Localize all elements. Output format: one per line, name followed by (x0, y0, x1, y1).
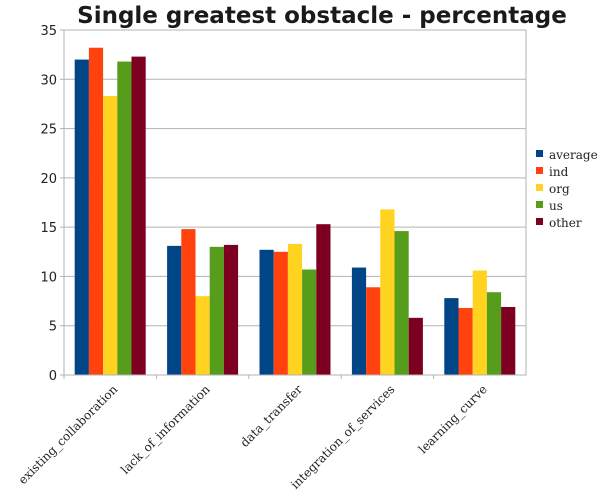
bar-ind-learning_curve (458, 307, 473, 375)
bar-average-integration_of_services (351, 267, 367, 375)
y-tick-label: 20 (40, 172, 57, 187)
bar-org-integration_of_services (380, 209, 395, 375)
x-tick-label: integration_of_services (288, 382, 398, 492)
bar-other-integration_of_services (408, 317, 423, 375)
legend-label-ind: ind (549, 165, 569, 179)
bar-average-data_transfer (259, 249, 274, 375)
legend-label-average: average (549, 148, 598, 162)
bar-other-data_transfer (316, 224, 331, 375)
chart-title: Single greatest obstacle - percentage (77, 3, 567, 29)
bar-org-existing_collaboration (103, 96, 118, 376)
bar-ind-lack_of_information (181, 229, 196, 375)
y-tick-label: 0 (49, 369, 57, 384)
x-tick-label: data_transfer (237, 382, 305, 450)
y-tick-label: 25 (40, 123, 57, 138)
plot-frame (63, 29, 527, 376)
bar-ind-data_transfer (273, 251, 288, 375)
bar-ind-existing_collaboration (88, 47, 104, 375)
legend-swatch-us (536, 201, 543, 208)
legend-label-org: org (549, 182, 570, 196)
y-tick-labels: 0 5 10 15 20 25 30 35 (40, 24, 64, 384)
bar-us-lack_of_information (209, 246, 224, 375)
bar-us-existing_collaboration (117, 61, 132, 376)
bars (74, 47, 516, 376)
y-tick-label: 10 (40, 270, 57, 285)
x-tick-label: existing_collaboration (16, 382, 121, 487)
bar-us-learning_curve (486, 292, 502, 375)
legend: average ind org us other (536, 148, 598, 230)
x-tick-label: learning_curve (416, 382, 490, 456)
legend-swatch-ind (536, 167, 543, 174)
y-tick-label: 5 (49, 320, 57, 335)
bar-average-learning_curve (444, 298, 459, 375)
bar-org-lack_of_information (195, 296, 210, 375)
y-tick-label: 35 (40, 24, 57, 39)
axes (63, 29, 527, 376)
bar-other-learning_curve (501, 306, 516, 375)
legend-label-other: other (549, 216, 582, 230)
x-tick-labels: existing_collaborationlack_of_informatio… (16, 375, 490, 492)
bar-org-data_transfer (287, 243, 303, 375)
bar-other-existing_collaboration (131, 56, 146, 375)
legend-swatch-average (536, 150, 543, 157)
bar-other-lack_of_information (223, 244, 239, 375)
legend-label-us: us (549, 199, 563, 213)
bar-us-data_transfer (302, 269, 317, 375)
y-tick-label: 15 (40, 221, 57, 236)
legend-swatch-other (536, 218, 543, 225)
bar-ind-integration_of_services (366, 287, 381, 375)
bar-average-lack_of_information (167, 245, 182, 375)
legend-swatch-org (536, 184, 543, 191)
y-tick-label: 30 (40, 73, 57, 88)
bar-us-integration_of_services (394, 231, 409, 375)
bar-average-existing_collaboration (74, 59, 89, 375)
bar-org-learning_curve (472, 270, 487, 375)
x-tick-label: lack_of_information (118, 382, 213, 477)
